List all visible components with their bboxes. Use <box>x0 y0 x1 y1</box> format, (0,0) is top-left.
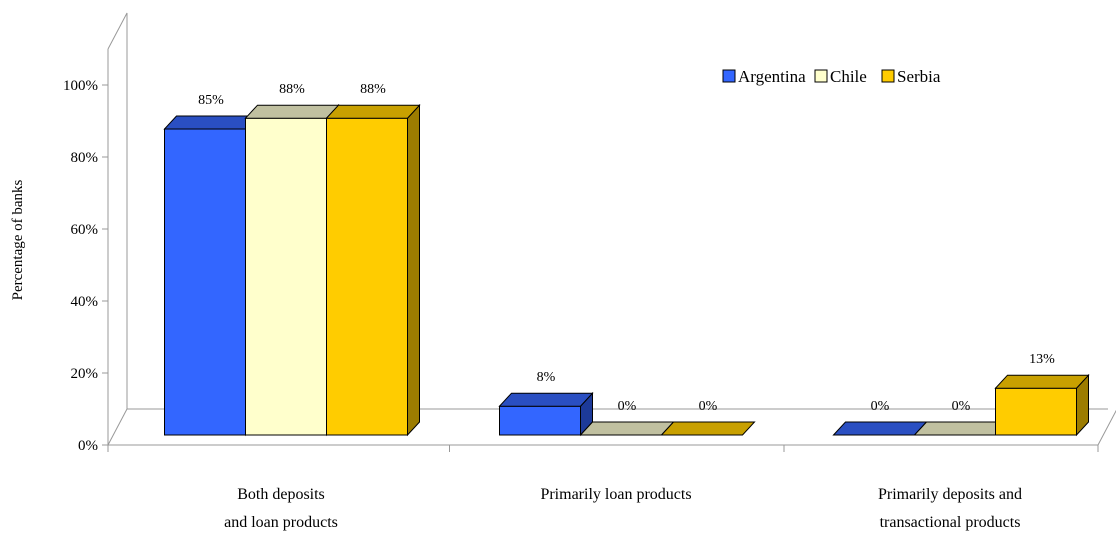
bar-front <box>164 128 246 436</box>
bar <box>163 114 259 437</box>
category-label-line: and loan products <box>224 514 338 531</box>
bar <box>244 103 340 437</box>
bar-top <box>660 421 756 436</box>
legend-entry-label: Chile <box>830 67 867 86</box>
bar-front <box>326 117 408 436</box>
bar-top <box>913 421 1009 436</box>
category-label-line: Both deposits <box>237 486 325 503</box>
legend: Argentina Chile Serbia <box>722 67 941 86</box>
legend-swatch <box>722 69 736 83</box>
y-axis-title: Percentage of banks <box>10 179 26 300</box>
data-label: 8% <box>537 370 556 385</box>
y-tick-label: 20% <box>71 366 99 382</box>
y-tick-label: 100% <box>63 78 98 94</box>
category-label-line: transactional products <box>880 514 1021 531</box>
bar-front <box>245 117 327 436</box>
category-label-line: Primarily loan products <box>540 486 691 503</box>
category-label: Primarily loan products <box>540 486 691 503</box>
legend-swatch <box>814 69 828 83</box>
data-label: 88% <box>279 82 305 97</box>
y-tick-label: 60% <box>71 222 99 238</box>
y-axis: 0% 20% 40% 60% 80% 100% <box>63 78 1099 454</box>
bar <box>832 421 928 436</box>
data-label: 85% <box>198 93 224 108</box>
bar-top <box>244 104 340 119</box>
bar <box>913 421 1009 436</box>
category-label-line: Primarily deposits and <box>878 486 1022 503</box>
bar-series-group <box>163 103 1090 437</box>
bar-top <box>832 421 928 436</box>
legend-swatch <box>881 69 895 83</box>
bar-top <box>163 115 259 130</box>
bar <box>994 373 1090 437</box>
data-labels: 85% 88% 88% 8% 0% 0% 0% 0% 13% <box>198 82 1055 414</box>
data-label: 13% <box>1029 352 1055 367</box>
bar <box>498 391 594 437</box>
bar-top <box>994 374 1090 389</box>
data-label: 0% <box>699 399 718 414</box>
y-tick-label: 0% <box>78 438 98 454</box>
bar-front <box>499 405 581 436</box>
floor-left-edge <box>107 408 128 446</box>
bar-top <box>579 421 675 436</box>
data-label: 0% <box>618 399 637 414</box>
bar-top <box>325 104 421 119</box>
category-label: Both deposits and loan products <box>224 486 338 531</box>
y-tick-label: 80% <box>71 150 99 166</box>
bar-side <box>407 103 420 437</box>
back-wall-outline <box>107 12 1108 410</box>
data-label: 0% <box>871 399 890 414</box>
chart-walls <box>107 12 1116 446</box>
data-label: 88% <box>360 82 386 97</box>
bar <box>325 103 421 437</box>
category-label: Primarily deposits and transactional prod… <box>878 486 1022 531</box>
legend-entry-label: Serbia <box>897 67 941 86</box>
bar-front <box>995 387 1077 436</box>
x-axis-category-labels: Both deposits and loan products Primarily … <box>224 486 1022 531</box>
floor-right-edge <box>1097 409 1116 446</box>
data-label: 0% <box>952 399 971 414</box>
bar <box>660 421 756 436</box>
legend-entry-label: Argentina <box>738 67 806 86</box>
bar-top <box>498 392 594 407</box>
y-tick-label: 40% <box>71 294 99 310</box>
bar <box>579 421 675 436</box>
